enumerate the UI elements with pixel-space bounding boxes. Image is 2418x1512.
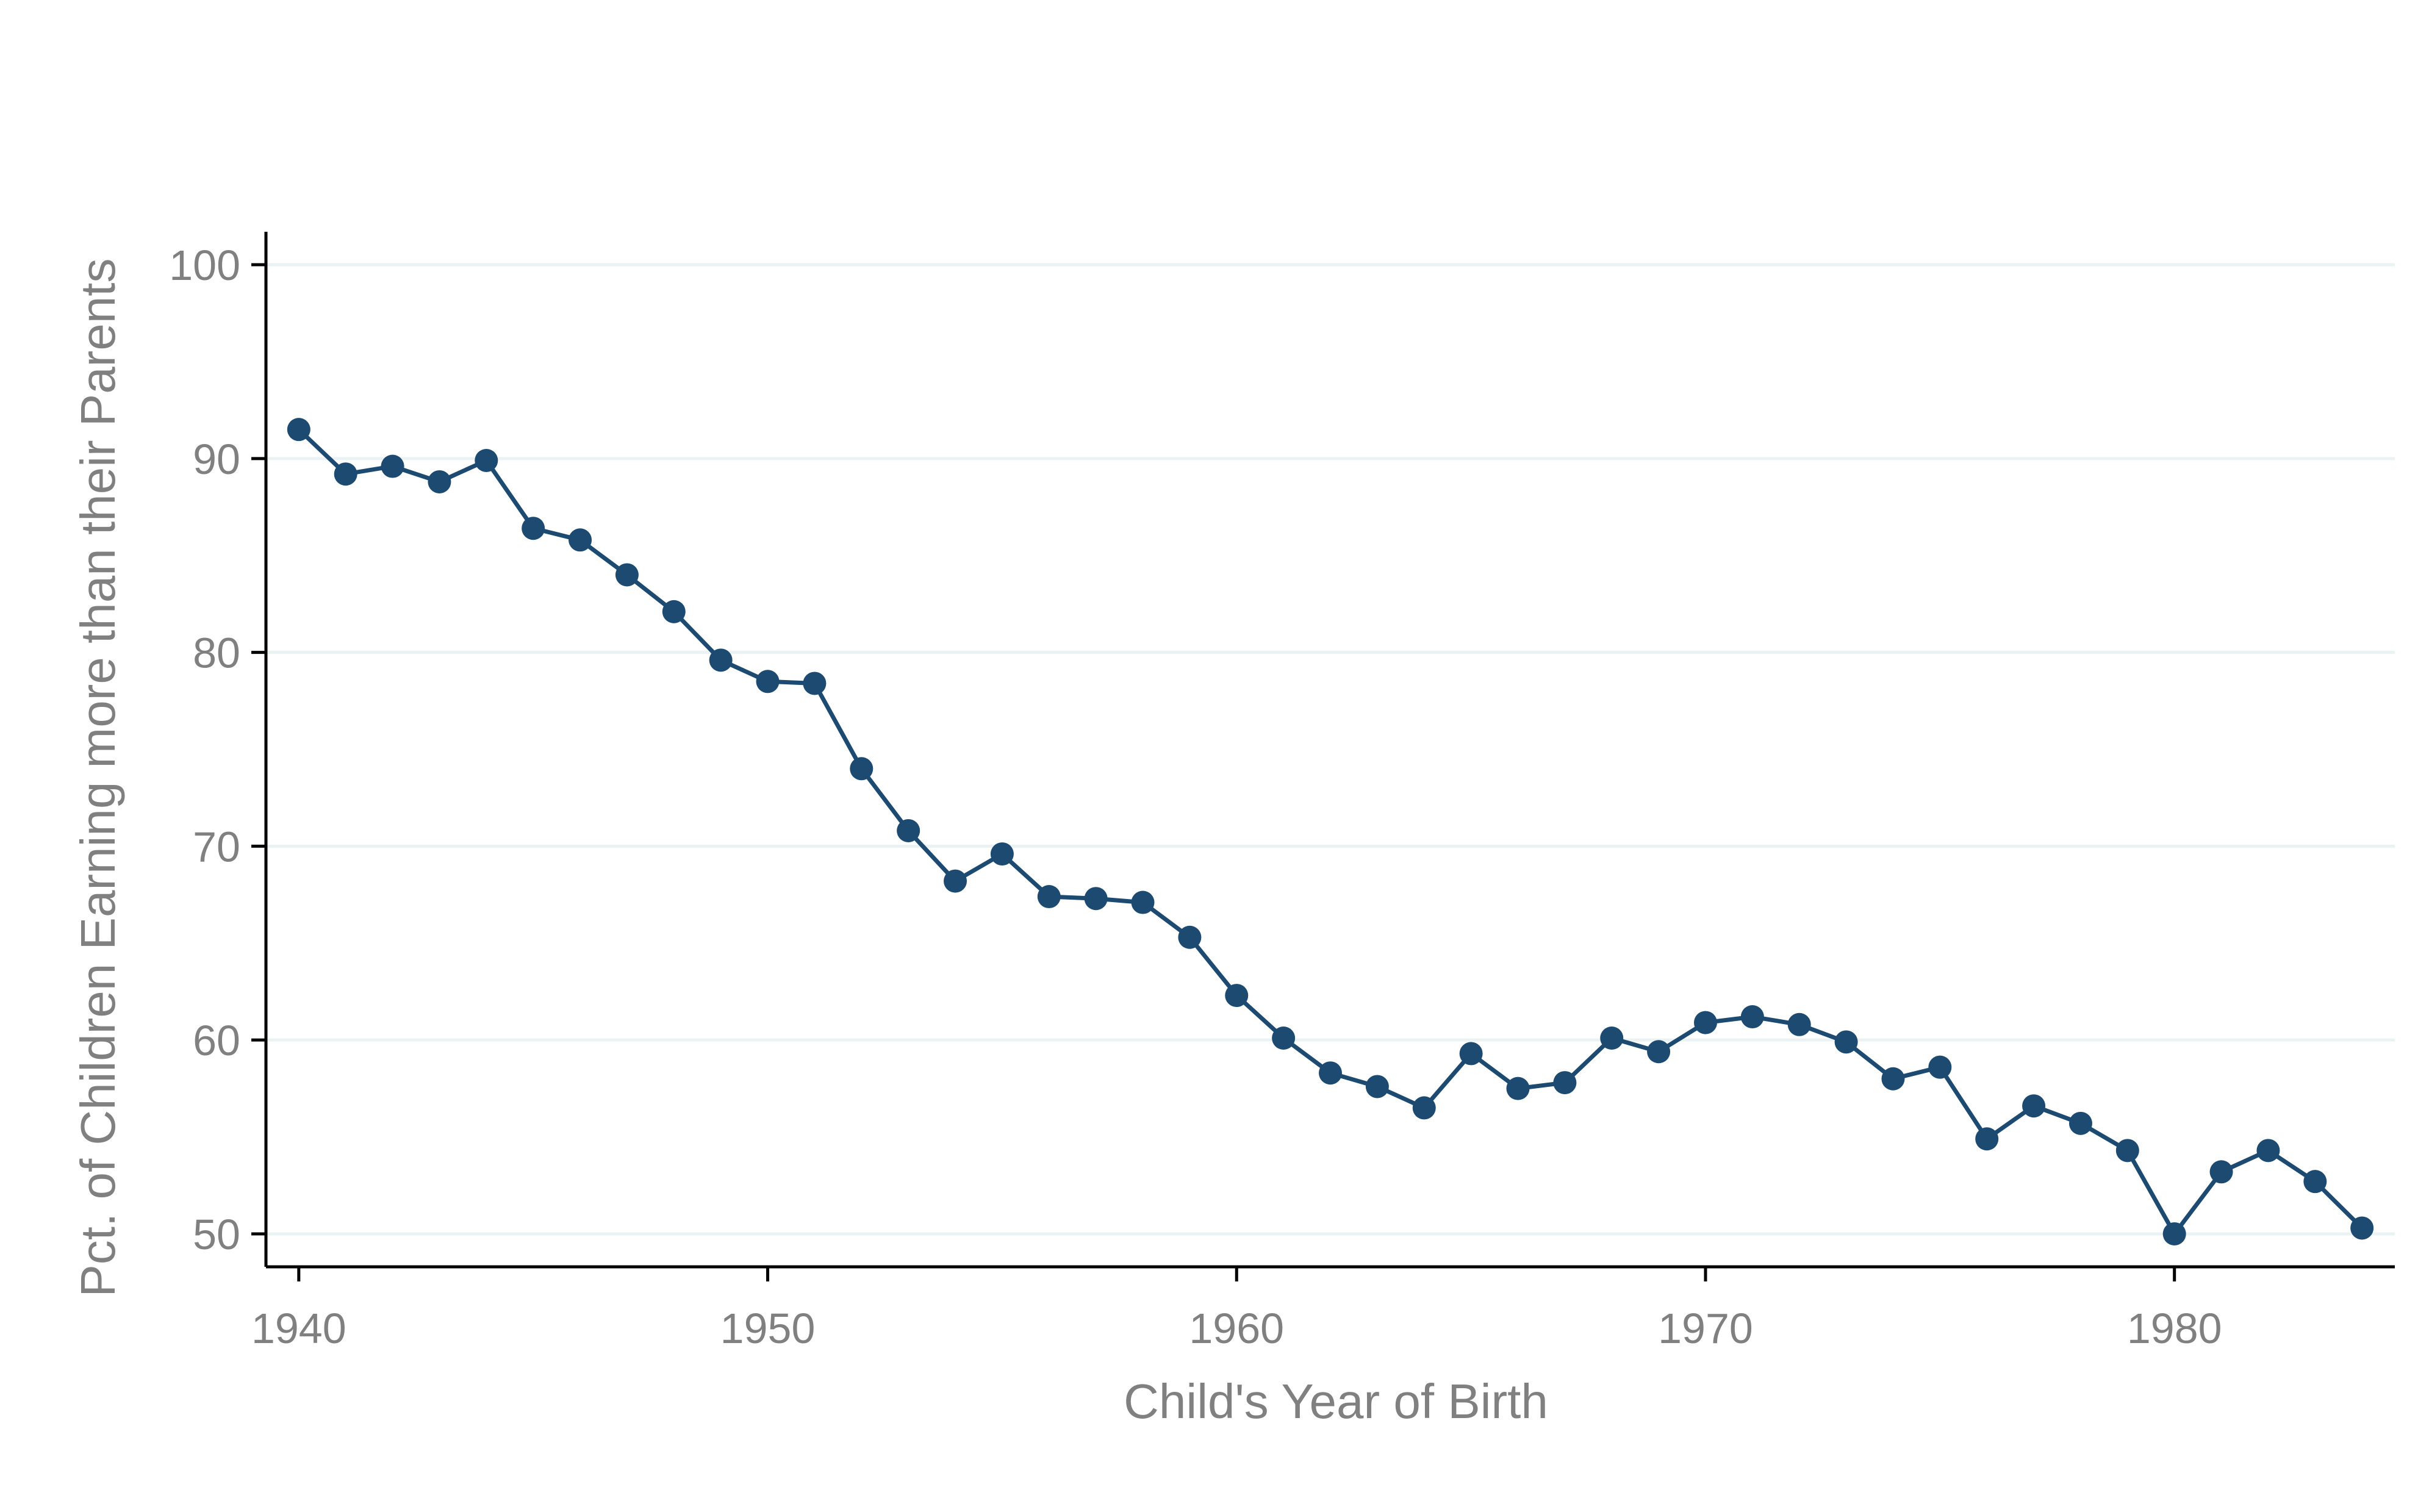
data-point xyxy=(1600,1027,1624,1050)
data-point xyxy=(990,842,1014,866)
y-tick-label: 80 xyxy=(193,629,240,677)
data-point xyxy=(1037,885,1061,909)
data-point xyxy=(756,670,780,693)
data-point xyxy=(1084,887,1108,911)
data-point xyxy=(1928,1055,1952,1079)
x-axis-title: Child's Year of Birth xyxy=(1124,1374,1548,1428)
data-point xyxy=(2303,1170,2327,1194)
x-tick-label: 1950 xyxy=(720,1305,816,1352)
data-point xyxy=(1506,1077,1530,1100)
data-point xyxy=(569,528,592,552)
data-point xyxy=(1834,1030,1858,1054)
y-axis-title: Pct. of Children Earning more than their… xyxy=(71,258,125,1297)
data-point xyxy=(475,448,498,472)
data-point xyxy=(428,470,451,493)
axes xyxy=(264,232,2395,1269)
data-point xyxy=(709,648,733,672)
data-point xyxy=(334,462,357,486)
data-point xyxy=(1740,1005,1764,1029)
data-point xyxy=(2209,1160,2233,1184)
data-point xyxy=(1881,1067,1905,1091)
data-point xyxy=(1975,1127,1999,1151)
data-point xyxy=(1647,1040,1671,1064)
data-point xyxy=(615,563,639,587)
data-point xyxy=(2068,1111,2092,1135)
y-tick-label: 70 xyxy=(193,823,240,870)
data-point xyxy=(1365,1075,1389,1098)
y-tick-label: 100 xyxy=(169,242,240,289)
data-point xyxy=(803,672,827,695)
y-tick-label: 60 xyxy=(193,1017,240,1064)
data-point xyxy=(381,454,404,478)
x-tick-label: 1970 xyxy=(1658,1305,1753,1352)
data-point xyxy=(2115,1139,2139,1163)
ticks: 50 60 70 80 90 100 1940 1950 1960 1970 1980 xyxy=(169,242,2222,1352)
x-tick-label: 1960 xyxy=(1189,1305,1284,1352)
y-tick-label: 50 xyxy=(193,1211,240,1258)
data-point xyxy=(1787,1012,1811,1036)
gridlines xyxy=(266,263,2395,1236)
data-point xyxy=(1553,1071,1577,1095)
data-point xyxy=(1225,984,1249,1008)
data-point xyxy=(1272,1027,1296,1050)
data-point xyxy=(1693,1011,1717,1034)
data-point xyxy=(897,819,920,842)
data-point xyxy=(1319,1061,1342,1085)
data-point xyxy=(1131,890,1155,914)
data-point xyxy=(944,869,967,893)
x-tick-label: 1940 xyxy=(251,1305,346,1352)
data-series xyxy=(287,418,2374,1245)
data-point xyxy=(2350,1216,2374,1240)
data-point xyxy=(1459,1042,1483,1066)
data-point xyxy=(1412,1096,1436,1120)
data-point xyxy=(2162,1222,2186,1245)
data-point xyxy=(522,517,545,540)
series-line xyxy=(297,428,2364,1236)
y-tick-label: 90 xyxy=(193,435,240,483)
data-point xyxy=(662,600,686,623)
data-point xyxy=(1178,925,1202,949)
data-point xyxy=(850,757,874,781)
x-tick-label: 1980 xyxy=(2127,1305,2222,1352)
data-point xyxy=(2022,1094,2046,1118)
data-point xyxy=(287,418,310,442)
data-point xyxy=(2256,1139,2280,1163)
